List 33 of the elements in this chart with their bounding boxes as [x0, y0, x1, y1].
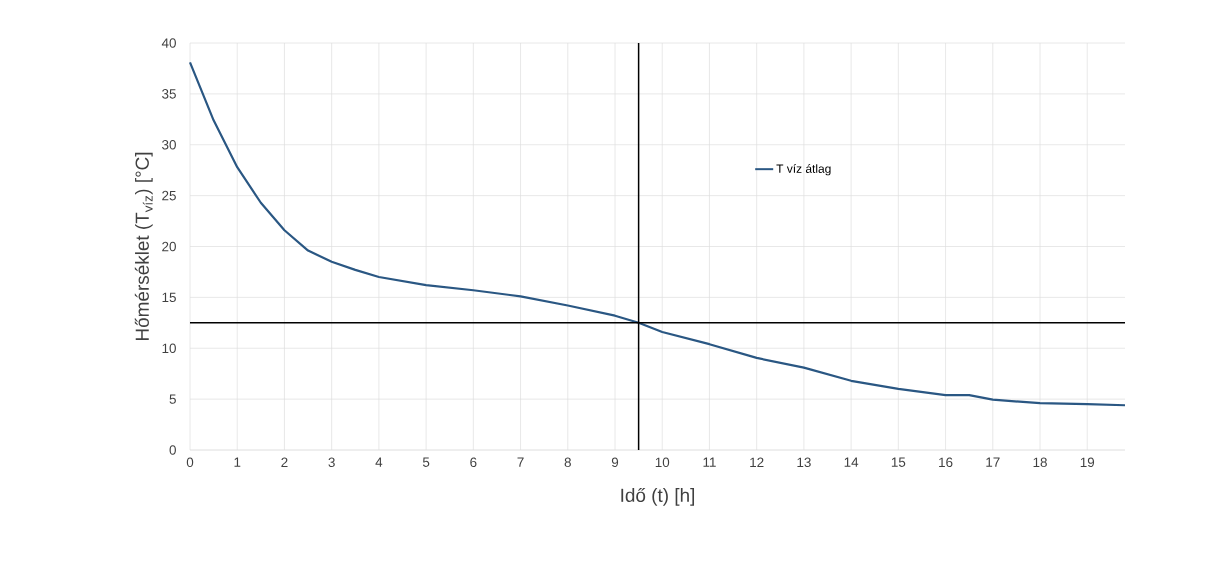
x-tick-label: 4 [375, 457, 383, 467]
x-tick-label: 16 [939, 457, 953, 468]
x-tick-label: 10 [655, 457, 670, 468]
y-tick-label: 35 [162, 89, 176, 99]
x-tick-label: 6 [470, 457, 477, 468]
x-tick-label: 1 [234, 457, 241, 467]
y-tick-label: 0 [169, 445, 176, 455]
x-tick-label: 19 [1080, 457, 1095, 468]
x-tick-label: 3 [328, 457, 335, 468]
x-tick-label: 9 [611, 457, 619, 468]
y-tick-label: 5 [169, 394, 176, 404]
y-tick-label: 30 [162, 139, 176, 150]
x-tick-label: 0 [186, 457, 194, 468]
x-axis-title: Idő (t) [h] [621, 487, 695, 506]
x-tick-label: 7 [517, 457, 524, 467]
x-tick-label: 11 [703, 457, 716, 467]
y-tick-label: 20 [162, 241, 176, 252]
y-tick-label: 40 [161, 38, 176, 48]
line-series [188, 61, 1127, 407]
y-axis-title: Hőmérséklet (T$_{víz}$) [°C] [134, 152, 153, 341]
x-tick-label: 15 [891, 457, 906, 467]
x-tick-label: 13 [797, 457, 811, 468]
x-tick-label: 12 [750, 457, 764, 467]
x-tick-label: 14 [844, 457, 859, 467]
x-tick-label: 17 [986, 457, 1000, 467]
y-tick-label: 15 [162, 292, 176, 303]
x-tick-label: 18 [1033, 457, 1047, 468]
x-tick-label: 2 [281, 457, 288, 467]
legend-label: T víz átlag [776, 164, 831, 176]
y-tick-label: 10 [162, 343, 176, 354]
x-tick-label: 8 [564, 457, 571, 468]
y-tick-label: 25 [162, 190, 176, 201]
x-tick-label: 5 [422, 457, 430, 467]
